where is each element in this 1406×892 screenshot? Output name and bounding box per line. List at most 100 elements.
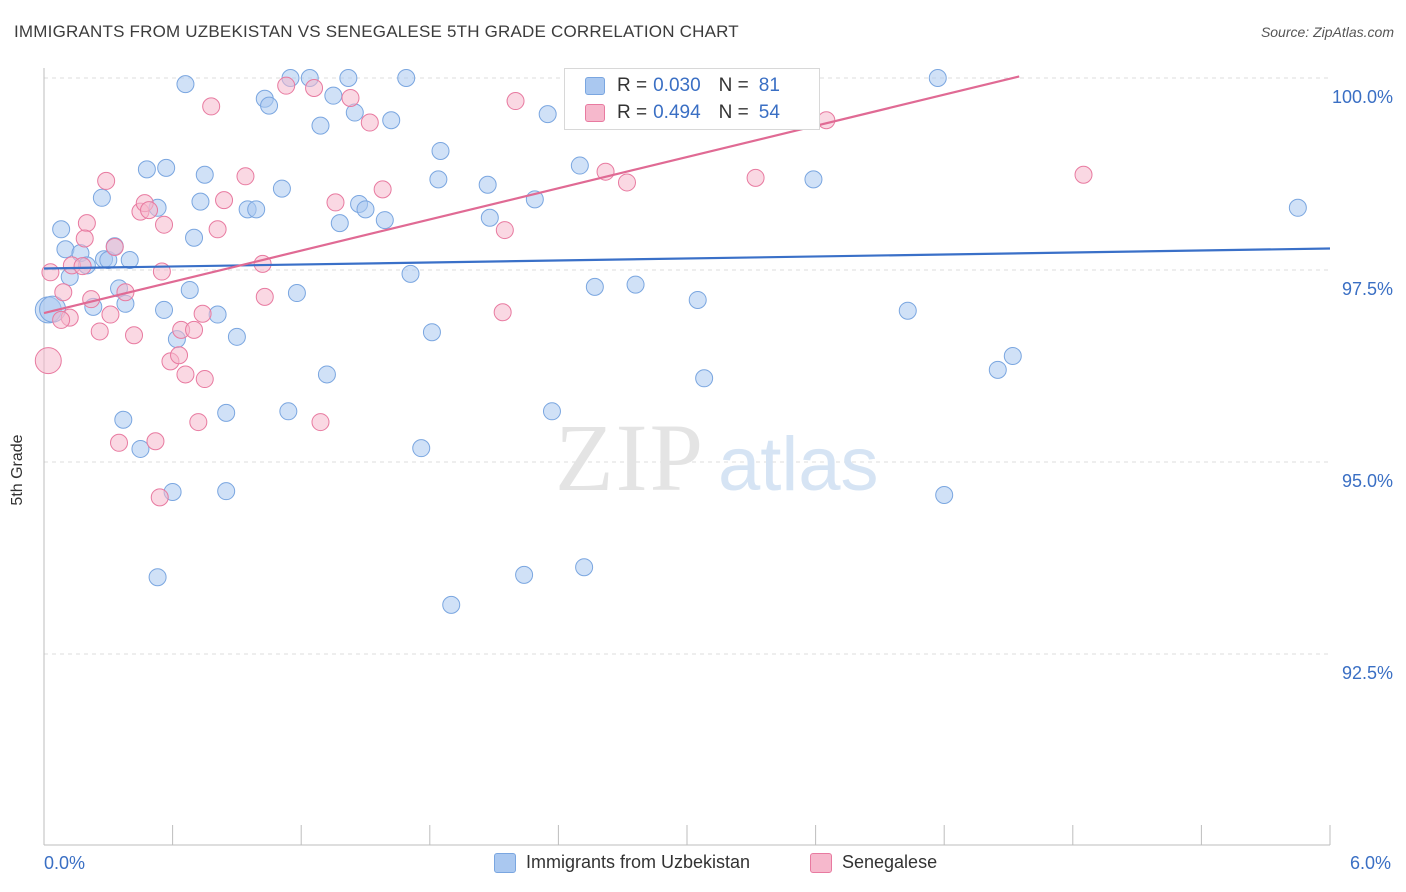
point-uzbekistan [148,568,167,587]
point-uzbekistan [217,482,236,501]
chart-title: IMMIGRANTS FROM UZBEKISTAN VS SENEGALESE… [14,22,739,41]
point-uzbekistan [898,301,917,320]
point-senegalese [373,180,392,199]
r-label: R = [617,75,648,96]
point-uzbekistan [397,69,416,87]
series-senegalese-points [34,69,1093,507]
legend-item-senegalese[interactable]: Senegalese [810,852,937,873]
point-uzbekistan [131,439,150,458]
swatch-senegalese [585,104,605,122]
point-uzbekistan [422,323,441,342]
point-senegalese [277,76,296,95]
y-tick-label: 100.0% [1332,87,1393,107]
point-senegalese [101,305,120,324]
series-uzbekistan-points [34,69,1307,614]
point-uzbekistan [176,75,195,94]
point-uzbekistan [570,156,589,175]
stats-legend-row-senegalese: R = 0.494 N = 54 [585,102,780,124]
n-value: 54 [758,102,780,123]
point-uzbekistan [92,188,111,207]
point-senegalese [215,191,234,210]
point-uzbekistan [155,300,174,319]
point-uzbekistan [935,486,954,505]
point-senegalese [54,283,73,302]
point-senegalese [202,97,221,116]
gridlines [44,77,1330,655]
point-uzbekistan [695,369,714,388]
point-senegalese [1074,165,1093,184]
point-uzbekistan [191,192,210,211]
legend-label-uzbekistan: Immigrants from Uzbekistan [526,852,751,872]
point-senegalese [208,220,227,239]
watermark-atlas: atlas [718,422,879,507]
point-uzbekistan [382,111,401,130]
point-uzbekistan [311,116,330,135]
point-senegalese [105,237,124,256]
point-uzbekistan [287,284,306,303]
point-uzbekistan [157,158,176,177]
y-tick-labels: 92.5% 95.0% 97.5% 100.0% [1332,87,1393,683]
point-uzbekistan [217,403,236,422]
watermark-zip: ZIP [555,404,705,511]
point-senegalese [155,215,174,234]
point-uzbekistan [478,175,497,194]
point-senegalese [360,113,379,132]
point-uzbekistan [208,305,227,324]
point-uzbekistan [247,200,266,219]
point-senegalese [255,287,274,306]
legend-swatch-uzbekistan [494,852,516,873]
point-senegalese [189,413,208,432]
point-senegalese [746,168,765,187]
point-uzbekistan [180,280,199,299]
y-tick-label: 95.0% [1342,471,1393,491]
series-legend: Immigrants from Uzbekistan Senegalese [0,852,1406,878]
point-senegalese [170,346,189,365]
trend-line-senegalese [43,75,1020,315]
r-value: 0.494 [653,102,701,123]
point-senegalese [34,347,62,375]
point-senegalese [305,78,324,97]
r-label: R = [617,102,648,123]
point-senegalese [90,322,109,341]
point-senegalese [506,92,525,111]
point-uzbekistan [375,211,394,230]
point-uzbekistan [575,558,594,577]
x-tick-label-min: 0.0% [44,853,86,873]
point-senegalese [77,214,96,233]
point-uzbekistan [260,96,279,115]
point-senegalese [52,310,71,329]
n-value: 81 [758,75,780,96]
stats-legend: R = 0.030 N = 81 R = 0.494 N = 54 [564,68,820,130]
point-uzbekistan [137,160,156,179]
point-uzbekistan [120,251,139,270]
trend-line-uzbekistan [43,247,1331,270]
legend-label-senegalese: Senegalese [842,852,938,872]
point-uzbekistan [538,105,557,124]
point-senegalese [75,229,94,248]
r-value: 0.030 [653,75,701,96]
point-uzbekistan [431,141,450,160]
point-uzbekistan [688,290,707,309]
point-uzbekistan [515,565,534,584]
x-tick-label-max: 6.0% [1350,853,1392,873]
point-uzbekistan [928,69,947,87]
point-uzbekistan [442,595,461,614]
point-senegalese [110,433,129,452]
n-label: N = [718,102,749,123]
legend-swatch-senegalese [810,852,832,873]
point-senegalese [73,257,92,276]
point-senegalese [176,365,195,384]
point-uzbekistan [227,327,246,346]
point-senegalese [125,326,144,345]
point-senegalese [326,193,345,212]
point-senegalese [817,111,836,130]
point-uzbekistan [114,410,133,429]
point-uzbekistan [52,220,71,239]
point-senegalese [311,413,330,432]
point-uzbekistan [195,165,214,184]
legend-item-uzbekistan[interactable]: Immigrants from Uzbekistan [494,852,750,873]
trend-lines [43,75,1331,315]
point-uzbekistan [626,275,645,294]
point-uzbekistan [988,360,1007,379]
